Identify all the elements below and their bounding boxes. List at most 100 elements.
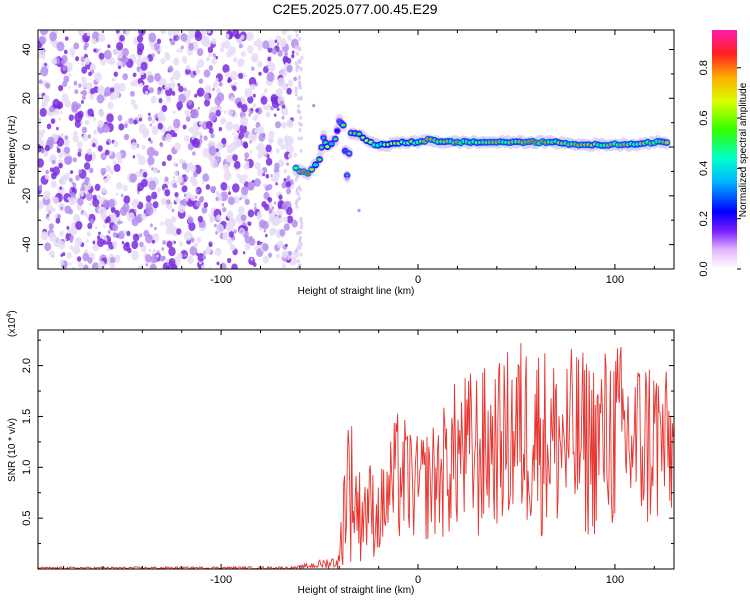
noise-blob <box>64 99 71 108</box>
noise-blob <box>147 74 154 83</box>
noise-blob <box>178 85 184 93</box>
noise-blob <box>293 152 298 158</box>
noise-blob <box>102 199 111 209</box>
noise-blob <box>184 135 190 142</box>
snr-scale-factor: (x104) <box>6 310 18 337</box>
noise-blob <box>41 129 46 134</box>
noise-blob <box>59 110 63 115</box>
colorbar-tick-label: 0.6 <box>698 110 710 125</box>
noise-blob <box>129 173 137 183</box>
noise-blob <box>264 106 268 111</box>
noise-blob <box>201 180 205 185</box>
noise-blob <box>52 166 60 176</box>
noise-blob <box>298 239 302 244</box>
noise-blob <box>44 242 52 252</box>
noise-blob <box>59 259 64 265</box>
noise-blob <box>192 151 196 156</box>
noise-blob <box>237 101 243 109</box>
noise-blob <box>185 64 191 71</box>
noise-blob <box>58 85 64 92</box>
noise-blob <box>165 133 173 143</box>
noise-blob <box>220 118 226 125</box>
noise-blob <box>189 246 198 256</box>
colorbar: 0.0 0.2 0.4 0.6 0.8 Normalized spectral ampl… <box>698 30 749 277</box>
noise-blob <box>75 221 83 230</box>
noise-blob <box>281 263 286 269</box>
noise-blob <box>153 42 160 51</box>
noise-blob <box>204 250 209 255</box>
noise-blob <box>173 31 177 35</box>
noise-blob <box>151 45 155 51</box>
noise-blob <box>247 95 254 104</box>
noise-blob <box>132 78 140 87</box>
noise-blob <box>294 45 298 49</box>
spectrogram-x-tick-label: -100 <box>210 274 232 286</box>
noise-blob <box>187 112 192 118</box>
noise-blob <box>89 218 95 225</box>
noise-blob <box>268 208 273 214</box>
noise-blob <box>190 195 196 201</box>
noise-blob <box>195 189 199 193</box>
noise-blob <box>250 257 253 261</box>
noise-blob <box>190 165 197 173</box>
noise-blob <box>276 233 281 239</box>
noise-blob <box>143 229 150 238</box>
snr-y-tick-label: 2.0 <box>21 358 33 373</box>
noise-blob <box>277 240 284 249</box>
noise-blob <box>255 108 259 113</box>
noise-blob <box>286 215 294 224</box>
noise-blob <box>84 162 91 170</box>
noise-blob <box>151 191 158 200</box>
noise-blob <box>72 245 81 255</box>
noise-blob <box>77 110 84 119</box>
snr-scale-exponent: 4 <box>6 314 13 318</box>
noise-blob <box>196 87 205 97</box>
noise-blob <box>299 252 303 257</box>
noise-blob <box>248 113 251 117</box>
noise-blob <box>258 46 262 51</box>
noise-blob <box>271 48 277 55</box>
noise-blob <box>152 201 159 209</box>
noise-blob <box>44 174 50 180</box>
noise-blob <box>174 170 179 177</box>
noise-blob <box>67 229 72 234</box>
noise-blob <box>119 34 125 42</box>
noise-blob <box>61 59 66 65</box>
noise-blob <box>231 263 238 269</box>
noise-blob <box>118 123 125 131</box>
noise-blob <box>170 226 179 237</box>
noise-blob <box>151 125 159 136</box>
noise-blob <box>296 108 300 113</box>
noise-blob <box>244 236 251 244</box>
noise-blob <box>94 225 98 230</box>
noise-blob <box>82 252 90 262</box>
noise-blob <box>116 41 124 51</box>
noise-blob <box>38 79 43 84</box>
noise-blob <box>216 223 225 234</box>
noise-blob <box>148 164 151 168</box>
snr-x-tick-label: 100 <box>606 574 624 586</box>
noise-blob <box>286 64 293 73</box>
noise-blob <box>238 43 243 49</box>
noise-blob <box>265 144 272 153</box>
signal-core <box>309 168 314 171</box>
noise-blob <box>277 49 283 57</box>
noise-blob <box>296 231 300 236</box>
noise-blob <box>230 96 235 102</box>
noise-blob <box>131 217 139 227</box>
noise-blob <box>221 137 227 145</box>
noise-blob <box>233 81 237 86</box>
noise-blob <box>178 93 186 104</box>
noise-blob <box>191 178 199 187</box>
noise-blob <box>107 230 111 234</box>
noise-blob <box>228 46 236 56</box>
noise-blob <box>295 204 299 209</box>
spectrogram-y-tick-label: 40 <box>21 43 33 55</box>
noise-blob <box>164 53 171 61</box>
noise-blob <box>142 171 148 178</box>
noise-blob <box>44 144 51 152</box>
signal-core <box>333 137 338 141</box>
noise-blob <box>294 89 298 94</box>
noise-blob <box>94 183 101 191</box>
noise-blob <box>258 133 266 142</box>
